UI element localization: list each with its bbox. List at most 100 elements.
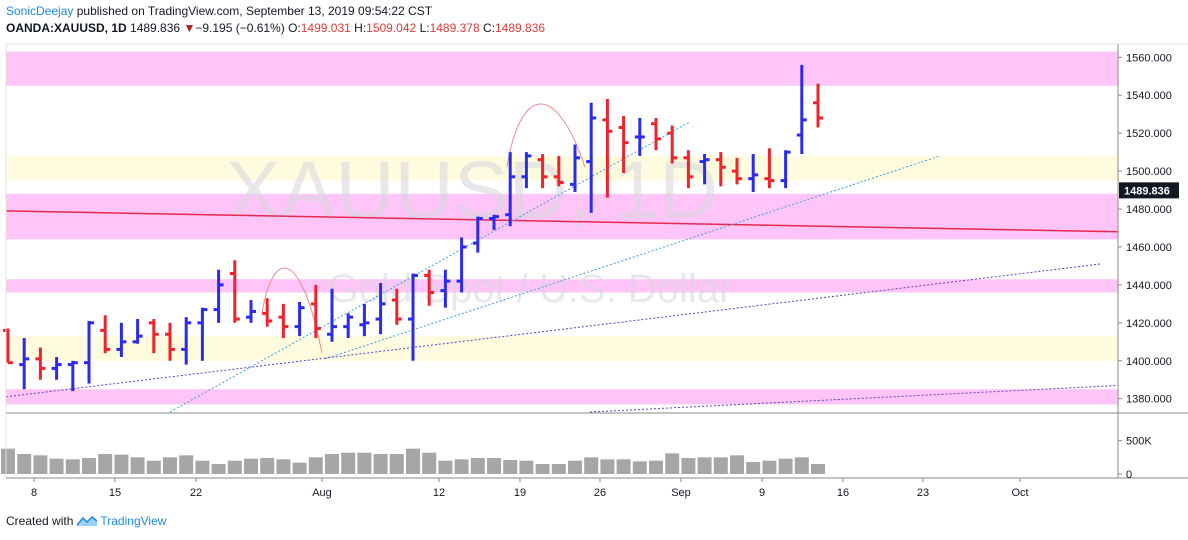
last-price: 1489.836 <box>130 21 181 35</box>
ohlc-bar <box>764 148 775 189</box>
ohlc-bar <box>667 125 678 164</box>
volume-bar <box>292 462 307 474</box>
purple-dotted-trendline <box>589 384 1119 413</box>
chart-header: SonicDeejay published on TradingView.com… <box>6 3 545 37</box>
volume-bar <box>114 454 129 474</box>
time-tick-label: Oct <box>1011 487 1028 499</box>
volume-bar <box>341 452 356 474</box>
time-tick-label: 15 <box>109 487 121 499</box>
volume-bar <box>551 464 566 474</box>
volume-bar <box>746 462 761 474</box>
volume-bar <box>778 458 793 474</box>
arc-annotation <box>506 103 586 168</box>
resistance-zone <box>6 193 1118 240</box>
volume-bar <box>244 458 258 474</box>
price-tick-label: 1420.000 <box>1126 318 1172 330</box>
volume-bar <box>308 457 323 474</box>
time-tick-label: 26 <box>594 487 606 499</box>
watermark-symbol: XAUUSD, 1D <box>226 145 718 236</box>
volume-bar <box>17 454 32 474</box>
volume-tick-label: 0 <box>1126 469 1132 481</box>
volume-bar <box>49 458 64 474</box>
ohlc-bar <box>424 269 435 306</box>
time-tick-label: 23 <box>917 487 929 499</box>
last-price-tag-label: 1489.836 <box>1124 185 1170 197</box>
volume-bar <box>33 455 48 474</box>
ohlc-bar <box>634 117 645 156</box>
publish-line: SonicDeejay published on TradingView.com… <box>6 3 545 20</box>
volume-bar <box>130 457 145 474</box>
support-zone <box>6 336 1118 361</box>
resistance-zone <box>6 389 1118 405</box>
price-tick-label: 1480.000 <box>1126 204 1172 216</box>
ohlc-bar <box>537 154 548 189</box>
ohlc-bar <box>262 298 273 327</box>
ohlc-bar <box>197 307 208 361</box>
ohlc-bar <box>391 288 402 325</box>
arc-annotation <box>261 267 323 354</box>
tradingview-link[interactable]: TradingView <box>100 514 167 528</box>
ohlc-bar <box>327 288 337 342</box>
volume-bar <box>146 460 161 474</box>
ohlc-bar <box>456 237 467 293</box>
close-value: 1489.836 <box>494 21 546 35</box>
volume-bar <box>325 454 339 474</box>
volume-bar <box>211 464 226 474</box>
resistance-zone <box>6 51 1118 86</box>
ohlc-bar <box>699 154 710 185</box>
volume-bar <box>227 460 242 474</box>
close-label: C: <box>482 21 495 35</box>
volume-bar <box>632 461 647 474</box>
ohlc-bar <box>148 319 159 354</box>
volume-bar <box>487 458 501 474</box>
ohlc-bar <box>19 338 30 390</box>
ohlc-bar <box>51 356 62 380</box>
price-tick-label: 1440.000 <box>1126 280 1172 292</box>
time-tick-label: Aug <box>312 487 332 499</box>
ohlc-bar <box>748 154 759 192</box>
ohlc-bar <box>294 301 305 337</box>
volume-bar <box>454 459 469 474</box>
ohlc-bar <box>618 116 629 173</box>
price-zones <box>6 51 1118 405</box>
open-value: 1499.031 <box>300 21 351 35</box>
ohlc-bar <box>683 150 694 189</box>
volume-bar <box>470 458 485 474</box>
published-text: published on TradingView.com, September … <box>76 4 433 18</box>
price-chart[interactable]: XAUUSD, 1D Gold Spot / U.S. Dollar 1380.… <box>0 0 1188 510</box>
price-tick-label: 1380.000 <box>1126 394 1172 406</box>
ohlc-bar <box>100 315 111 354</box>
ohlc-bar <box>602 99 613 198</box>
ohlc-bar <box>165 322 175 361</box>
time-tick-label: 8 <box>31 487 37 499</box>
volume-bar <box>665 453 680 474</box>
volume-bar <box>584 457 599 474</box>
author-link[interactable]: SonicDeejay <box>6 4 74 18</box>
volume-bar <box>422 452 437 474</box>
volume-bar <box>697 457 712 474</box>
volume-bar <box>649 460 663 474</box>
volume-bar <box>406 448 420 474</box>
ohlc-bar <box>181 317 192 365</box>
volume-bar <box>1 448 15 474</box>
volume-bar <box>794 457 809 474</box>
volume-bar <box>438 460 453 474</box>
ohlc-bars <box>3 64 823 392</box>
volume-bar <box>730 455 744 474</box>
volume-bar <box>616 459 631 474</box>
volume-bars <box>1 448 825 474</box>
ohlc-line: OANDA:XAUUSD, 1D 1489.836 ▼−9.195 (−0.61… <box>6 20 545 37</box>
trend-drawings <box>5 103 1119 413</box>
time-tick-label: 9 <box>759 487 765 499</box>
price-tick-label: 1460.000 <box>1126 242 1172 254</box>
ohlc-bar <box>132 319 143 344</box>
ohlc-bar <box>732 157 742 185</box>
ohlc-bar <box>343 313 354 339</box>
ohlc-bar <box>310 284 321 339</box>
ohlc-bar <box>796 64 807 155</box>
time-tick-label: 22 <box>190 487 202 499</box>
volume-bar <box>535 464 550 474</box>
volume-bar <box>98 454 113 474</box>
watermark-description: Gold Spot / U.S. Dollar <box>328 267 733 311</box>
resistance-trendline <box>5 210 1119 233</box>
